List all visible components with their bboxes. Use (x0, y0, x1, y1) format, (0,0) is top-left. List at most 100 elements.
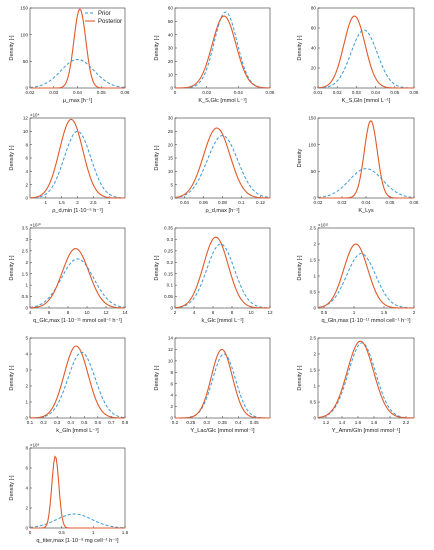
y-tick-label: 14 (168, 336, 174, 341)
chart-panel-8: 2 4 6 8 10 12 0 0.05 0.1 0.15 0.2 0.25 0.3 0.35 k_Glc … (154, 226, 273, 324)
x-tick-label: 0.01 (314, 90, 323, 95)
y-tick-label: 12 (23, 116, 29, 121)
y-tick-label: 0.5 (310, 400, 317, 405)
x-tick-label: 0.1 (27, 420, 34, 425)
y-tick-label: 0 (313, 196, 316, 201)
posterior-curve (317, 15, 414, 89)
y-tick-label: 0 (25, 306, 28, 311)
x-axis-label: K_S,Gln [mmol L⁻¹] (342, 98, 391, 104)
y-tick-label: 0.15 (164, 271, 173, 276)
y-tick-label: 1 (25, 283, 28, 288)
x-tick-label: 2.5 (90, 200, 97, 205)
y-tick-label: 3 (25, 368, 28, 373)
y-axis-label: Density [-] (154, 145, 160, 171)
x-tick-label: 0.03 (338, 200, 347, 205)
y-tick-label: 4 (25, 352, 28, 357)
x-tick-label: 1.5 (58, 200, 65, 205)
y-axis-label: Density [-] (9, 475, 15, 501)
x-tick-label: 0.02 (314, 200, 323, 205)
y-tick-label: 0 (313, 416, 316, 421)
x-tick-label: 1 (45, 200, 48, 205)
y-tick-label: 0.1 (167, 283, 174, 288)
y-tick-label: 0 (170, 86, 173, 91)
y-tick-label: 0.5 (310, 290, 317, 295)
y-axis-label: Density [-] (9, 35, 15, 61)
chart-panel-9: 0.5 1 1.5 2 0 0.5 1 1.5 2 2.5×10¹¹ q_Gln,max [1·10… (297, 223, 416, 325)
y-tick-label: 1 (313, 274, 316, 279)
y-tick-label: 150 (308, 116, 316, 121)
y-tick-label: 5 (25, 336, 28, 341)
x-tick-label: 0.5 (321, 310, 328, 315)
y-tick-label: 6 (25, 156, 28, 161)
axes-box (29, 447, 126, 529)
y-axis-label: Density [-] (9, 145, 15, 171)
y-tick-label: 1.5 (310, 258, 317, 263)
y-tick-label: 2 (25, 260, 28, 265)
axes-box (174, 227, 271, 309)
x-tick-label: 1.4 (339, 420, 346, 425)
x-axis-label: k_Glc [mmol L⁻¹] (201, 318, 244, 324)
y-tick-label: 3 (25, 237, 28, 242)
y-tick-label: 60 (168, 6, 174, 11)
chart-panel-2: 0 0.02 0.04 0.06 0 10 20 30 40 50 60 K_S,Glc [mmol … (154, 6, 275, 104)
x-tick-label: 1.5 (122, 530, 129, 535)
chart-panel-6: 0.02 0.03 0.04 0.05 0.06 0 50 100 150 K_Lys Densit… (297, 116, 419, 214)
y-tick-label: 2 (313, 242, 316, 247)
y-tick-label: 0 (170, 196, 173, 201)
posterior-curve (30, 455, 125, 529)
chart-panel-12: 1.2 1.4 1.6 1.8 2 2.2 0 0.5 1 1.5 2 2.5 Y_Amm/Gln [m… (297, 336, 415, 434)
x-tick-label: 0.02 (333, 90, 342, 95)
x-tick-label: 0.04 (73, 90, 82, 95)
x-tick-label: 0.03 (352, 90, 361, 95)
chart-panel-10: 0.1 0.2 0.3 0.4 0.5 0.6 0.7 0.8 0 1 2 3 4 5 k_Gln [mmo… (9, 336, 129, 434)
x-axis-label: K_Lys (358, 208, 374, 214)
x-axis-label: ρ_d,max [h⁻¹] (205, 208, 240, 214)
prior-curve (317, 168, 415, 198)
x-tick-label: 2 (389, 420, 392, 425)
y-tick-label: 40 (311, 46, 317, 51)
prior-curve (29, 58, 126, 89)
posterior-curve (174, 15, 271, 89)
prior-curve (174, 11, 271, 89)
y-tick-label: 50 (311, 169, 317, 174)
y-axis-label: Density [-] (154, 35, 160, 61)
prior-curve (175, 353, 271, 419)
x-tick-label: 8 (67, 310, 70, 315)
y-tick-label: 0 (170, 306, 173, 311)
axes-box (174, 117, 271, 199)
y-tick-label: 0 (25, 86, 28, 91)
y-axis-label: Density [-] (154, 255, 160, 281)
y-tick-label: 0 (313, 86, 316, 91)
x-tick-label: 0 (174, 90, 177, 95)
x-tick-label: 8 (231, 310, 234, 315)
y-tick-label: 0.3 (167, 237, 174, 242)
axes-box (174, 7, 271, 89)
y-tick-label: 100 (20, 32, 28, 37)
x-tick-label: 2.2 (403, 420, 410, 425)
x-tick-label: 0.5 (58, 530, 65, 535)
x-tick-label: 0.05 (386, 200, 395, 205)
x-tick-label: 0.08 (218, 200, 227, 205)
axes-box (317, 227, 415, 309)
posterior-curve (174, 127, 271, 199)
y-tick-label: 0 (313, 306, 316, 311)
posterior-curve (29, 345, 125, 419)
prior-curve (29, 513, 126, 529)
y-tick-label: 0 (25, 196, 28, 201)
x-tick-label: 0.4 (68, 420, 75, 425)
y-tick-label: 40 (168, 32, 174, 37)
x-tick-label: 0.04 (180, 200, 189, 205)
x-axis-label: q_Glc,max [1·10⁻¹¹ mmol cell⁻¹ h⁻¹] (33, 318, 122, 324)
y-axis-label: Density [-] (297, 35, 303, 61)
y-tick-label: 10 (23, 129, 29, 134)
posterior-curve (317, 243, 414, 309)
posterior-curve (29, 118, 125, 199)
x-tick-label: 0.06 (121, 90, 130, 95)
y-axis-label: Density (297, 148, 303, 167)
x-tick-label: 0.02 (202, 90, 211, 95)
x-tick-label: 2 (413, 310, 416, 315)
y-axis-label: Density [-] (154, 365, 160, 391)
y-tick-label: 1.5 (22, 271, 29, 276)
y-axis-label: Density [-] (297, 255, 303, 281)
x-tick-label: 0.6 (95, 420, 102, 425)
